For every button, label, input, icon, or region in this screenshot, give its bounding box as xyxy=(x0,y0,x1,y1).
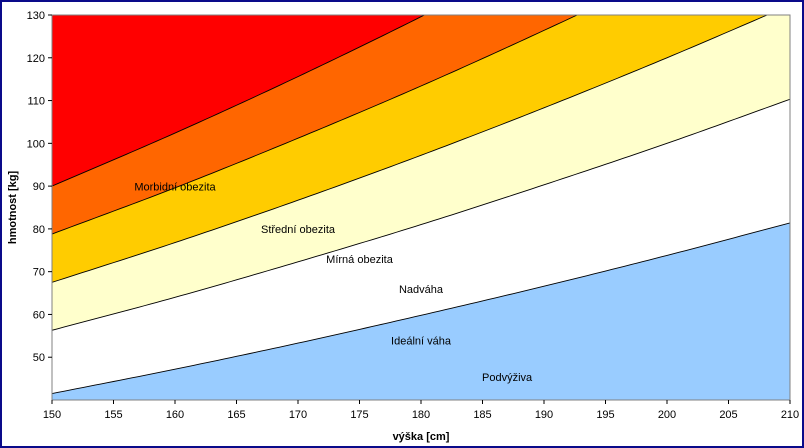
x-tick-label: 195 xyxy=(596,409,614,421)
x-tick-label: 185 xyxy=(473,409,491,421)
boundary-line-5 xyxy=(52,15,426,187)
y-tick-label: 110 xyxy=(27,96,45,108)
zone-2-area xyxy=(52,99,790,394)
zone-3-area xyxy=(52,15,790,331)
boundary-line-4 xyxy=(52,15,579,235)
x-tick-label: 150 xyxy=(43,409,61,421)
x-tick-label: 170 xyxy=(289,409,307,421)
y-tick-label: 80 xyxy=(33,224,45,236)
zone-label-6: Morbidní obezita xyxy=(134,181,216,193)
x-tick-label: 160 xyxy=(166,409,184,421)
boundary-line-1 xyxy=(52,222,790,395)
zone-label-4: Mírná obezita xyxy=(326,254,394,266)
zone-label-3: Nadváha xyxy=(399,284,444,296)
zone-labels-layer: Podvýživa Ideální váha Nadváha Mírná obezit… xyxy=(134,181,533,383)
y-tick-label: 100 xyxy=(27,138,45,150)
x-tick-label: 200 xyxy=(658,409,676,421)
y-tick-label: 90 xyxy=(33,181,45,193)
zone-4-area xyxy=(52,15,768,283)
y-tick-label: 70 xyxy=(33,267,45,279)
boundary-line-3 xyxy=(52,15,769,283)
axes-layer: 150 155 160 165 170 175 180 185 190 195 200 205 210 5… xyxy=(27,10,800,421)
zone-1-area xyxy=(52,222,790,400)
y-tick-label: 60 xyxy=(33,309,45,321)
x-tick-label: 165 xyxy=(227,409,245,421)
x-tick-label: 210 xyxy=(781,409,799,421)
y-tick-label: 130 xyxy=(27,10,45,22)
boundary-lines-layer xyxy=(52,15,790,395)
zone-5-area xyxy=(52,15,578,235)
zone-label-1: Podvýživa xyxy=(482,372,533,384)
x-tick-label: 190 xyxy=(535,409,553,421)
x-axis-title: výška [cm] xyxy=(393,431,450,443)
zone-label-5: Střední obezita xyxy=(261,224,336,236)
x-tick-label: 155 xyxy=(104,409,122,421)
y-tick-label: 50 xyxy=(33,352,45,364)
y-tick-label: 120 xyxy=(27,53,45,65)
x-tick-label: 180 xyxy=(412,409,430,421)
boundary-line-2 xyxy=(52,98,790,331)
zone-6-area xyxy=(52,15,425,187)
y-axis-title: hmotnost [kg] xyxy=(7,171,19,245)
x-tick-label: 205 xyxy=(719,409,737,421)
zone-label-2: Ideální váha xyxy=(391,335,452,347)
zones-layer xyxy=(52,15,790,400)
x-tick-label: 175 xyxy=(350,409,368,421)
